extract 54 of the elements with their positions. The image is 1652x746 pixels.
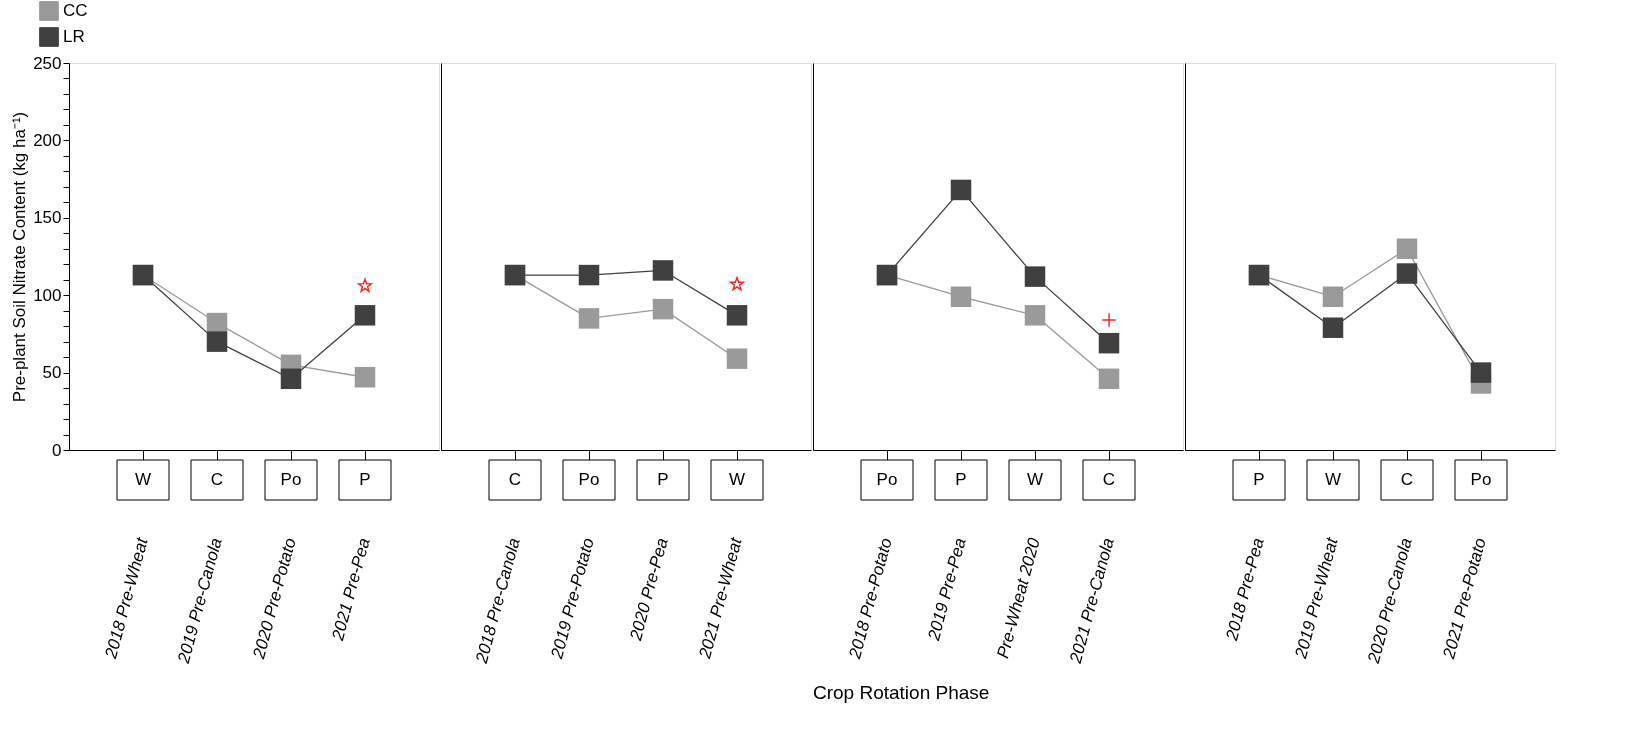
point xyxy=(1098,332,1120,354)
y-tick-label: 150 xyxy=(33,208,62,228)
point xyxy=(1098,368,1120,390)
point xyxy=(1322,317,1344,338)
annotation: W xyxy=(1026,470,1044,489)
annotation: W xyxy=(728,470,746,489)
point xyxy=(950,286,972,307)
point xyxy=(726,305,748,326)
annotation: W xyxy=(134,470,152,489)
annotation: Po xyxy=(1470,470,1492,489)
point xyxy=(280,368,302,390)
point xyxy=(578,264,600,286)
x-axis-title: Crop Rotation Phase xyxy=(813,682,990,704)
annotation: Po xyxy=(578,470,600,489)
x-tick-label: 2021 Pre-Pea xyxy=(327,535,374,644)
point xyxy=(354,367,376,388)
annotation: C xyxy=(1102,470,1116,489)
point xyxy=(357,278,373,293)
x-tick-label: 2018 Pre-Pea xyxy=(1221,535,1268,644)
point xyxy=(354,305,376,326)
annotation: P xyxy=(1253,470,1265,489)
point xyxy=(1322,286,1344,307)
annotation: P xyxy=(955,470,967,489)
point xyxy=(652,298,674,320)
legend-label: LR xyxy=(63,27,85,46)
annotation: C xyxy=(508,470,522,489)
annotation: P xyxy=(657,470,669,489)
annotation: W xyxy=(1324,470,1342,489)
y-tick-label: 200 xyxy=(33,130,62,150)
point xyxy=(1101,312,1117,328)
point xyxy=(652,260,674,281)
point xyxy=(578,308,600,329)
y-axis-title: Pre-plant Soil Nitrate Content (kg ha⁻¹) xyxy=(10,111,30,403)
y-tick-label: 100 xyxy=(33,285,62,305)
y-tick-label: 0 xyxy=(52,440,62,460)
point xyxy=(1024,305,1046,326)
point xyxy=(1396,238,1418,260)
annotation: C xyxy=(210,470,224,489)
y-tick-label: 50 xyxy=(42,363,62,383)
annotation: Po xyxy=(876,470,898,489)
point xyxy=(729,276,745,291)
point xyxy=(726,348,748,369)
x-tick-label: 2020 Pre-Pea xyxy=(625,535,672,644)
point xyxy=(1470,362,1492,383)
x-tick-label: 2019 Pre-Pea xyxy=(923,535,970,644)
annotation: Po xyxy=(280,470,302,489)
legend-label: CC xyxy=(63,1,88,20)
y-tick-label: 250 xyxy=(33,53,62,73)
annotation: P xyxy=(359,470,371,489)
point xyxy=(1024,266,1046,287)
point xyxy=(950,179,972,201)
annotation: C xyxy=(1400,470,1414,489)
point xyxy=(206,331,228,352)
point xyxy=(1396,263,1418,284)
